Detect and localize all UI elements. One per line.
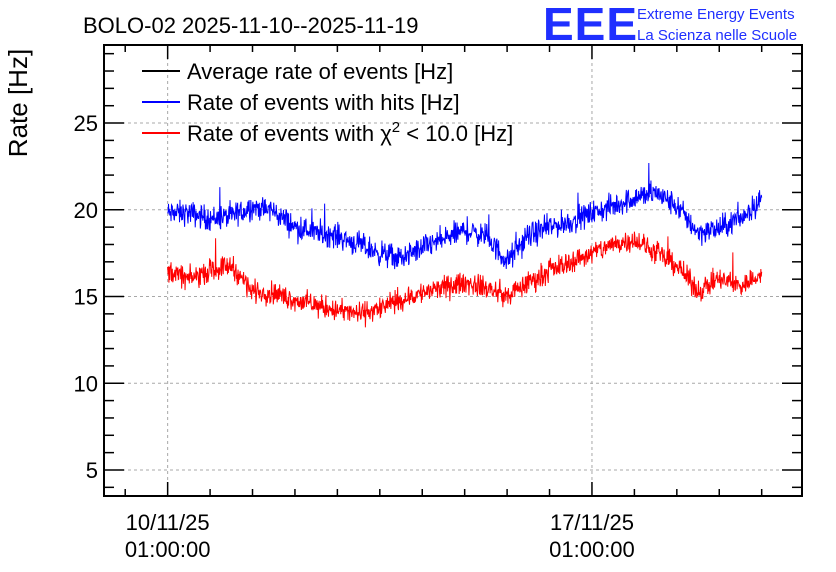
series-line-chi2 [167, 231, 763, 328]
series-layer [167, 163, 763, 328]
legend-label-average: Average rate of events [Hz] [187, 59, 453, 84]
legend: Average rate of events [Hz] Rate of even… [142, 59, 513, 146]
x-tick-label-date: 10/11/25 [126, 510, 210, 535]
legend-label-hits: Rate of events with hits [Hz] [187, 90, 460, 115]
y-tick-label: 20 [74, 198, 98, 223]
x-tick-label-date: 17/11/25 [550, 510, 634, 535]
y-tick-label: 5 [86, 458, 98, 483]
logo-line-2: La Scienza nelle Scuole [637, 27, 797, 44]
y-tick-label: 10 [74, 371, 98, 396]
logo-line-1: Extreme Energy Events [637, 6, 795, 23]
series-line-hits [167, 163, 763, 270]
logo-mark: EEE [543, 0, 638, 50]
legend-label-chi2: Rate of events with χ2 < 10.0 [Hz] [187, 119, 513, 146]
eee-logo: EEE Extreme Energy Events La Scienza nel… [543, 0, 797, 50]
legend-chi2-symbol: χ [380, 121, 392, 146]
legend-chi2-prefix: Rate of events with [187, 121, 380, 146]
axis-ticks [104, 45, 802, 496]
x-tick-label-time: 01:00:00 [549, 537, 635, 562]
legend-chi2-sup: 2 [392, 119, 400, 136]
legend-chi2-suffix: < 10.0 [Hz] [400, 121, 513, 146]
plot-frame [103, 44, 803, 497]
chart-title: BOLO-02 2025-11-10--2025-11-19 [83, 13, 419, 38]
y-tick-label: 15 [74, 285, 98, 310]
y-tick-label: 25 [74, 111, 98, 136]
tick-labels: 51015202510/11/2501:00:0017/11/2501:00:0… [74, 111, 635, 562]
y-axis-title: Rate [Hz] [3, 49, 33, 157]
x-tick-label-time: 01:00:00 [125, 537, 211, 562]
